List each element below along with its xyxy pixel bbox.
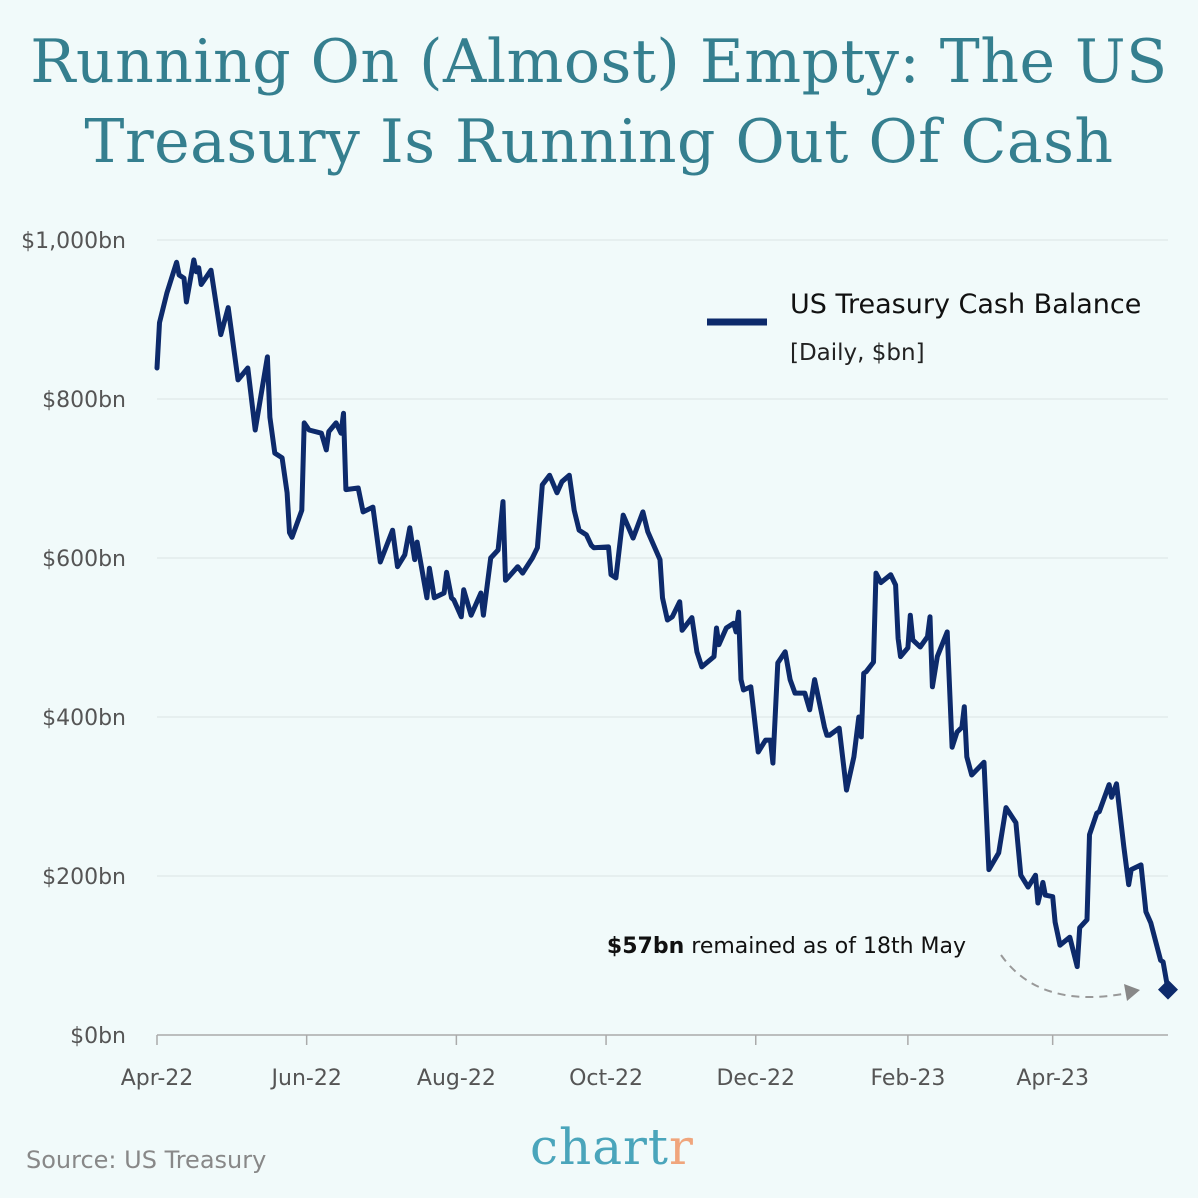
annotation-arrow: [1000, 954, 1129, 999]
gridlines: [157, 239, 1168, 877]
y-tick-label: $800bn: [42, 388, 126, 413]
y-tick-label: $200bn: [42, 865, 126, 890]
annotation-arrowhead: [1124, 984, 1140, 1001]
x-tick-label: Apr-23: [1016, 1066, 1089, 1091]
x-axis: Apr-22 Jun-22 Aug-22 Oct-22 Dec-22 Feb-23 Apr-…: [121, 1034, 1168, 1091]
y-tick-label: $400bn: [42, 706, 126, 731]
x-tick-label: Aug-22: [417, 1066, 496, 1091]
chart-title: Running On (Almost) Empty: The US Treasu…: [30, 27, 1168, 177]
x-tick-label: Oct-22: [569, 1066, 643, 1091]
last-value-marker: [1158, 979, 1178, 1000]
annotation-value: $57bn: [607, 934, 684, 959]
annotation-body: remained as of 18th May: [684, 934, 966, 959]
x-tick-label: Apr-22: [121, 1066, 194, 1091]
y-tick-label: $600bn: [42, 547, 126, 572]
legend-sublabel: [Daily, $bn]: [790, 340, 925, 366]
series-line-us-treasury-cash-balance: [154, 257, 1171, 993]
chartr-logo: chartr: [530, 1118, 694, 1176]
y-axis: $0bn $200bn $400bn $600bn $800bn $1,000bn: [21, 229, 126, 1049]
source-note: Source: US Treasury: [26, 1146, 267, 1174]
annotation: $57bn remained as of 18th May: [607, 934, 1140, 1001]
series-lines: [154, 257, 1178, 1000]
logo-accent: r: [669, 1118, 694, 1176]
x-tick-label: Feb-23: [870, 1066, 945, 1091]
legend: US Treasury Cash Balance [Daily, $bn]: [707, 289, 1141, 366]
x-tick-label: Dec-22: [716, 1066, 795, 1091]
logo-text: chart: [530, 1118, 670, 1176]
legend-label: US Treasury Cash Balance: [790, 289, 1141, 320]
y-tick-label: $0bn: [70, 1024, 126, 1049]
x-tick-label: Jun-22: [270, 1066, 342, 1091]
annotation-text: $57bn remained as of 18th May: [607, 934, 966, 959]
y-tick-label: $1,000bn: [21, 229, 126, 254]
